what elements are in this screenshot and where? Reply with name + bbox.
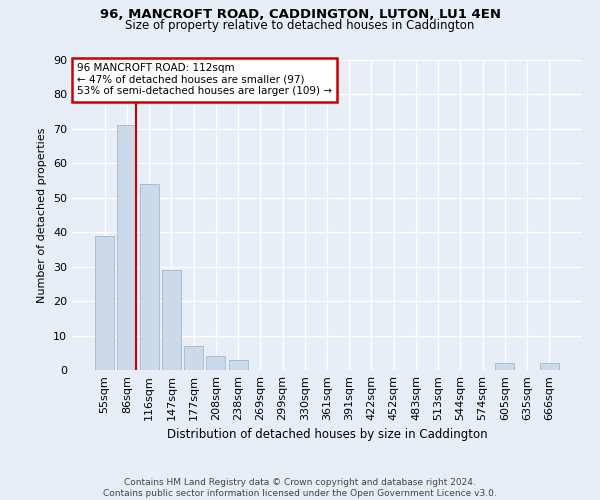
- Bar: [184, 346, 203, 370]
- Bar: [229, 360, 248, 370]
- Bar: [140, 184, 158, 370]
- Text: Contains HM Land Registry data © Crown copyright and database right 2024.
Contai: Contains HM Land Registry data © Crown c…: [103, 478, 497, 498]
- Bar: [206, 356, 225, 370]
- Text: 96, MANCROFT ROAD, CADDINGTON, LUTON, LU1 4EN: 96, MANCROFT ROAD, CADDINGTON, LUTON, LU…: [100, 8, 500, 20]
- Y-axis label: Number of detached properties: Number of detached properties: [37, 128, 47, 302]
- Bar: [496, 363, 514, 370]
- Bar: [118, 126, 136, 370]
- Text: Size of property relative to detached houses in Caddington: Size of property relative to detached ho…: [125, 18, 475, 32]
- X-axis label: Distribution of detached houses by size in Caddington: Distribution of detached houses by size …: [167, 428, 487, 442]
- Bar: [95, 236, 114, 370]
- Text: 96 MANCROFT ROAD: 112sqm
← 47% of detached houses are smaller (97)
53% of semi-d: 96 MANCROFT ROAD: 112sqm ← 47% of detach…: [77, 63, 332, 96]
- Bar: [540, 363, 559, 370]
- Bar: [162, 270, 181, 370]
